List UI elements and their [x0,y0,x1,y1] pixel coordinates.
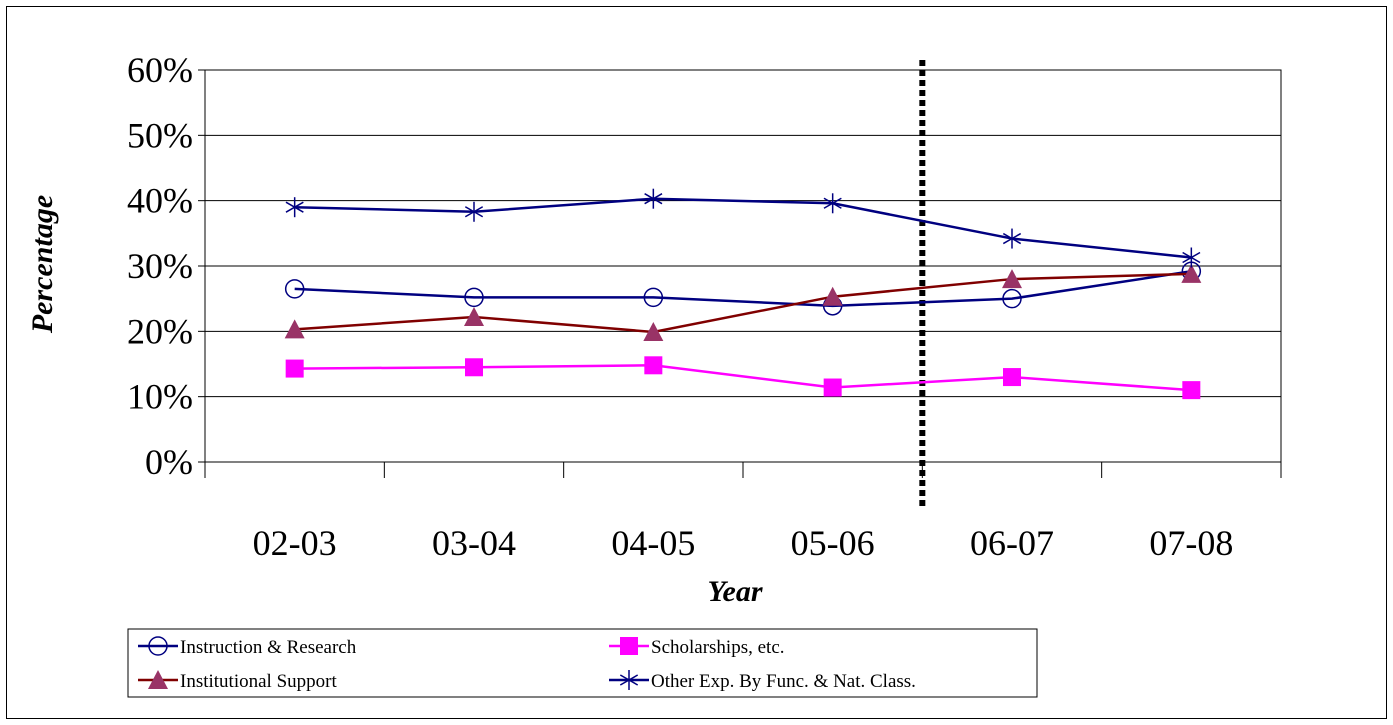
y-tick-label: 10% [127,377,193,417]
data-point [1182,247,1201,268]
data-point [1182,381,1201,400]
y-tick-label: 60% [127,50,193,90]
x-axis-title: Year [708,575,763,608]
legend-item: Scholarships, etc. [609,637,785,658]
y-tick-label: 40% [127,181,193,221]
x-tick-label: 02-03 [253,523,337,563]
legend-label: Other Exp. By Func. & Nat. Class. [651,671,916,692]
series-line [294,197,1192,259]
data-point [643,287,664,308]
y-tick-label: 50% [127,115,193,155]
series-line [294,364,1192,392]
legend-label: Instruction & Research [180,637,357,658]
x-tick-label: 05-06 [791,523,875,563]
series-line [294,272,1192,334]
data-point [644,356,663,375]
series-group [284,188,1202,400]
axes [198,69,1282,478]
data-point [464,306,484,326]
x-tick-label: 06-07 [970,523,1054,563]
data-point [1002,269,1022,289]
data-point [643,321,664,341]
asterisk-stroke [823,197,842,209]
y-tick-label: 30% [127,246,193,286]
asterisk-stroke [644,193,663,205]
asterisk-stroke [1182,251,1201,264]
data-point [464,201,484,222]
data-point [1002,228,1022,249]
asterisk-stroke [464,206,484,218]
legend-swatch-marker [148,670,168,689]
y-tick-label: 20% [127,311,193,351]
data-point [823,193,842,214]
data-point [823,378,842,397]
data-point [1181,263,1202,283]
legend-item: Instruction & Research [138,636,357,658]
data-point [465,358,483,377]
legend-item: Other Exp. By Func. & Nat. Class. [609,670,916,692]
gridlines [205,69,1281,398]
legend-swatch-marker [620,637,638,655]
data-point [285,197,304,218]
legend-swatch-marker [619,670,639,690]
data-point [644,188,663,209]
asterisk-stroke [619,674,639,686]
y-axis-title: Percentage [26,195,59,334]
chart-frame [6,6,1387,719]
data-point [284,279,305,299]
series-2 [285,356,1201,400]
legend-item: Institutional Support [138,670,337,692]
data-point [1003,368,1021,387]
series-1 [284,261,1202,316]
data-point [1002,288,1022,309]
data-point [285,359,304,378]
series-line [294,269,1192,308]
legend-label: Institutional Support [180,671,337,692]
x-tick-label: 04-05 [611,523,695,563]
legend-label: Scholarships, etc. [651,637,785,658]
data-point [464,287,484,308]
tick-labels: 0% 10% 20% 30% 40% 50% 60% 02-03 03-04 04-05 05-06… [127,50,1233,563]
x-tick-label: 07-08 [1149,523,1233,563]
series-4 [285,188,1201,268]
x-tick-label: 03-04 [432,523,516,563]
y-tick-label: 0% [145,442,193,482]
legend-swatch-marker [148,636,168,656]
asterisk-stroke [285,201,304,213]
data-point [284,319,305,339]
data-point [822,286,843,306]
legend: Instruction & Research Scholarships, etc.… [127,628,1038,698]
asterisk-stroke [1002,232,1022,245]
series-3 [284,263,1202,341]
legend-box [127,628,1038,698]
